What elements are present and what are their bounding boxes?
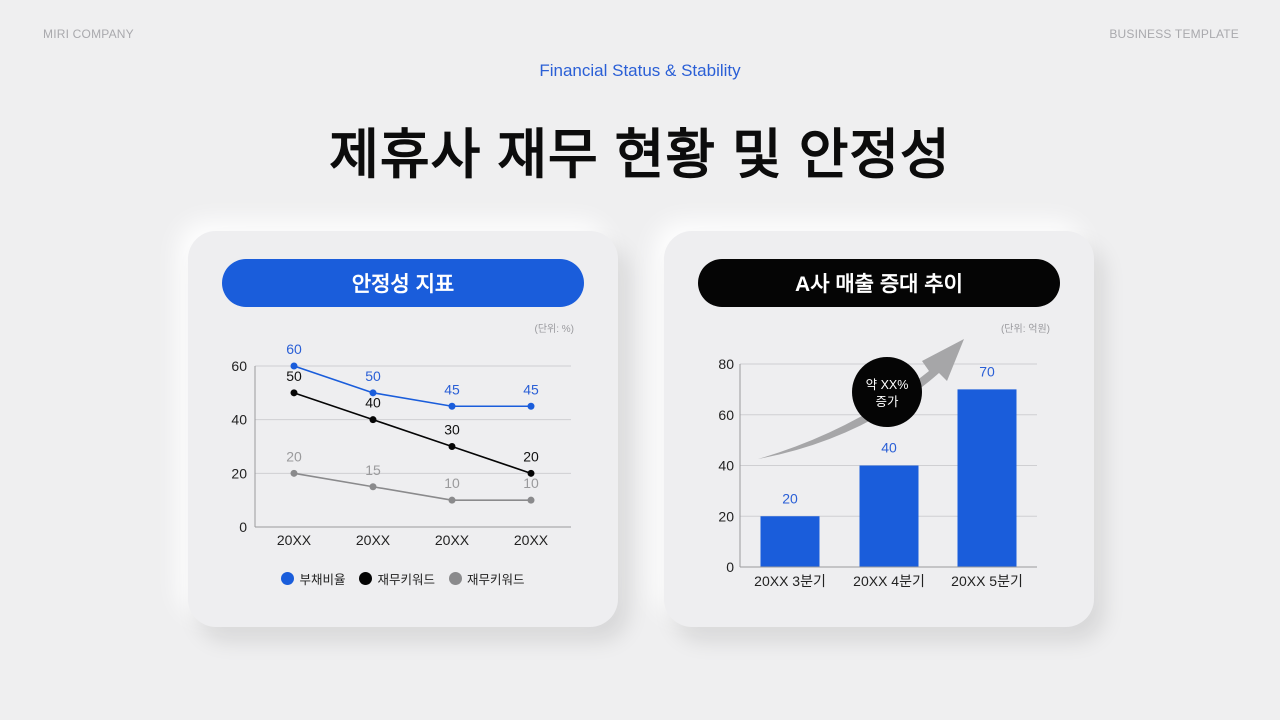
template-label: BUSINESS TEMPLATE	[1109, 27, 1239, 41]
data-label: 45	[523, 381, 539, 397]
y-tick-label: 80	[718, 356, 734, 372]
y-tick-label: 0	[239, 519, 247, 535]
data-point	[448, 496, 456, 504]
page-title: 제휴사 재무 현황 및 안정성	[329, 125, 951, 185]
y-tick-label: 40	[718, 458, 734, 474]
data-label: 50	[286, 368, 302, 384]
data-point	[527, 469, 535, 477]
data-label: 20	[782, 490, 798, 506]
data-label: 20	[523, 448, 539, 464]
stability-pill-heading: 안정성 지표	[222, 259, 584, 307]
legend-dot-icon	[449, 572, 462, 585]
unit-label: (단위: %)	[534, 324, 574, 335]
data-label: 15	[365, 462, 381, 478]
series-line	[293, 392, 532, 475]
data-point	[448, 443, 456, 450]
x-tick-label: 20XX	[277, 532, 312, 548]
bar	[859, 465, 919, 567]
data-point	[527, 496, 535, 504]
series-line	[293, 472, 531, 501]
data-label: 40	[365, 395, 381, 411]
data-label: 10	[523, 475, 539, 491]
x-tick-label: 20XX	[435, 532, 470, 548]
page-subtitle: Financial Status & Stability	[539, 61, 741, 80]
x-tick-label: 20XX 3분기	[754, 573, 826, 589]
legend-dot-icon	[359, 572, 373, 585]
data-point	[369, 483, 377, 491]
revenue-card: A사 매출 증대 추이 (단위: 억원) 0 20 40 60 80 20 20XX 3분기…	[664, 231, 1094, 627]
data-label: 70	[979, 363, 995, 379]
data-point	[369, 416, 377, 424]
bar-chart: 0 20 40 60 80 20 20XX 3분기 40 20XX 4분기 70 20XX 5분기 약…	[718, 339, 1037, 589]
data-point	[448, 402, 456, 410]
data-point	[290, 362, 298, 370]
revenue-pill-heading: A사 매출 증대 추이	[698, 259, 1060, 307]
data-point	[290, 469, 298, 477]
y-tick-label: 60	[718, 407, 734, 423]
y-tick-label: 40	[231, 412, 247, 428]
data-label: 10	[444, 475, 460, 491]
data-point	[369, 389, 377, 397]
data-point	[290, 389, 298, 397]
data-label: 30	[444, 422, 460, 438]
legend-label: 부채비율	[299, 573, 346, 587]
bar	[760, 516, 820, 567]
stability-card: 안정성 지표 (단위: %) 0 20 40 60 20XX 20XX 20XX 20XX 60…	[188, 231, 618, 627]
data-label: 60	[286, 341, 302, 357]
legend-label: 재무키워드	[467, 573, 525, 587]
badge-line2: 증가	[875, 395, 899, 409]
growth-badge: 약 XX% 증가	[852, 357, 922, 427]
y-tick-label: 60	[231, 358, 247, 374]
line-chart: 0 20 40 60 20XX 20XX 20XX 20XX 60 50 45 45 50 40 30 20 2…	[231, 341, 571, 548]
growth-arrow-icon	[758, 339, 964, 459]
data-label: 45	[444, 381, 460, 397]
legend-item: 재무키워드	[359, 569, 435, 588]
company-name: MIRI COMPANY	[43, 27, 134, 41]
data-label: 20	[286, 448, 302, 464]
chart-legend: 부채비율 재무키워드 재무키워드	[188, 569, 618, 588]
badge-line1: 약 XX%	[866, 377, 909, 392]
x-tick-label: 20XX	[356, 532, 391, 548]
x-tick-label: 20XX 4분기	[853, 573, 925, 589]
series-line	[293, 365, 531, 408]
data-label: 40	[881, 440, 897, 456]
data-label: 50	[365, 368, 381, 384]
x-tick-label: 20XX 5분기	[951, 573, 1023, 589]
unit-label: (단위: 억원)	[1000, 324, 1050, 335]
y-tick-label: 20	[718, 508, 734, 524]
legend-label: 재무키워드	[377, 573, 435, 587]
legend-item: 재무키워드	[449, 569, 525, 588]
legend-dot-icon	[281, 572, 295, 585]
data-point	[527, 402, 535, 410]
bar	[957, 389, 1017, 567]
y-tick-label: 20	[231, 465, 247, 481]
y-tick-label: 0	[726, 559, 734, 575]
x-tick-label: 20XX	[514, 532, 549, 548]
legend-item: 부채비율	[281, 569, 345, 588]
